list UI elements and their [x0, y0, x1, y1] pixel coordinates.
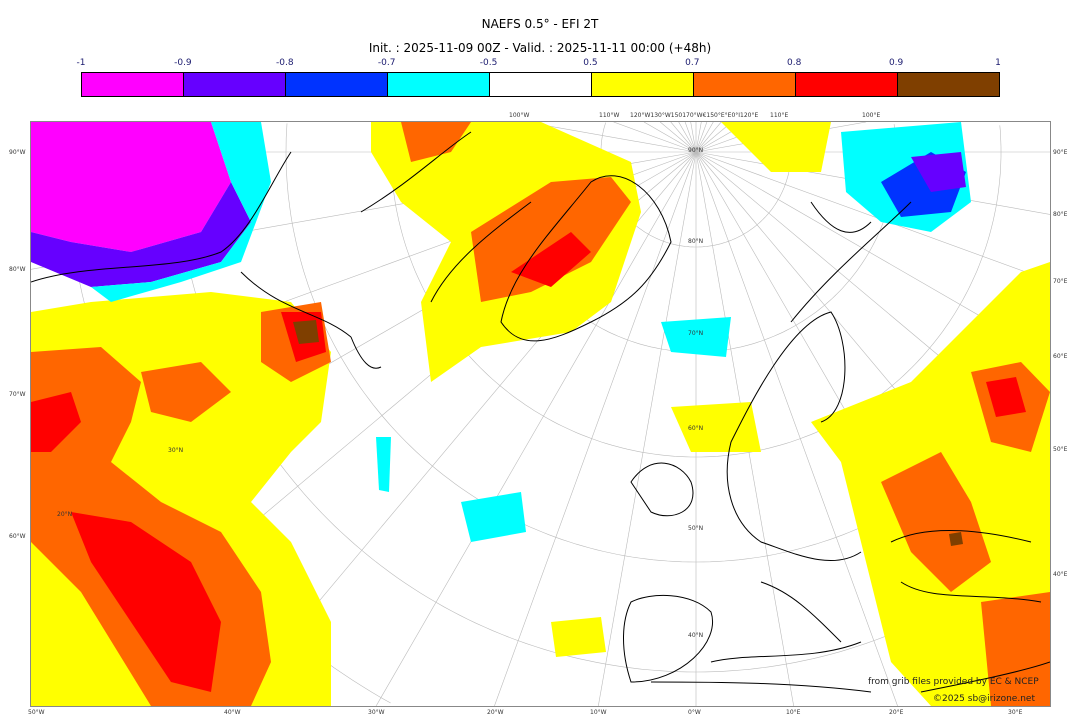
- graticule-label: 80°E: [1053, 211, 1068, 218]
- data-source-credit: from grib files provided by EC & NCEP: [868, 677, 1039, 687]
- colorbar-tick-label: -1: [76, 58, 86, 68]
- colorbar-tick-label: 1: [995, 58, 1001, 68]
- meridian-line: [678, 122, 697, 153]
- graticule-label: 100°W: [509, 112, 530, 119]
- colorbar-tick-label: 0.9: [888, 58, 904, 68]
- parallel-line: [285, 123, 697, 563]
- graticule-label: 0°W: [688, 709, 701, 716]
- graticule-label: 110°W: [599, 112, 620, 119]
- graticule-label: 10°E: [786, 709, 801, 716]
- colorbar-segment: [592, 73, 694, 96]
- graticule-label: 20°W: [487, 709, 504, 716]
- map-subtitle: Init. : 2025-11-09 00Z - Valid. : 2025-1…: [368, 41, 712, 55]
- meridian-line: [670, 122, 697, 153]
- colorbar-segment: [898, 73, 999, 96]
- meridian-line: [690, 122, 697, 153]
- graticule-label: 70°W: [9, 391, 26, 398]
- colorbar-segment: [796, 73, 898, 96]
- graticule-label: 30°W: [368, 709, 385, 716]
- graticule-label: 90°E: [1053, 149, 1068, 156]
- graticule-label: 60°W: [9, 533, 26, 540]
- colorbar-tick-label: -0.7: [377, 58, 396, 68]
- colorbar-tick-label: -0.8: [275, 58, 294, 68]
- colorbar-segment: [286, 73, 388, 96]
- colorbar-tick-label: 0.5: [583, 58, 598, 68]
- graticule-label: 40°E: [1053, 571, 1068, 578]
- graticule-label: 40°N: [688, 632, 704, 639]
- graticule-label: 110°E: [770, 112, 789, 119]
- colorbar-segment: [82, 73, 184, 96]
- meridian-line: [695, 151, 898, 706]
- colorbar-segment: [184, 73, 286, 96]
- graticule-label: 20°N: [57, 511, 73, 518]
- meridian-line: [613, 122, 697, 153]
- graticule-label: 80°W: [9, 266, 26, 273]
- meridian-line: [695, 122, 722, 153]
- graticule-label: 30°E: [1008, 709, 1023, 716]
- graticule-label: 90°W: [9, 149, 26, 156]
- graticule-label: 120°W130°W150170°W€150°E°E0°I120°E: [630, 112, 759, 119]
- map-panel[interactable]: [30, 121, 1051, 707]
- graticule-label: 40°W: [224, 709, 241, 716]
- parallel-line: [390, 125, 696, 458]
- meridian-line: [643, 122, 697, 153]
- map-title: NAEFS 0.5° - EFI 2T: [481, 17, 599, 31]
- colorbar: [81, 72, 1000, 97]
- graticule-label: 70°N: [688, 330, 704, 337]
- colorbar-segment: [388, 73, 490, 96]
- meridian-line: [684, 122, 697, 153]
- graticule-label: 20°E: [889, 709, 904, 716]
- graticule-label: 60°N: [688, 425, 704, 432]
- graticule-label: 50°E: [1053, 446, 1068, 453]
- colorbar-segment: [490, 73, 592, 96]
- parallel-line: [696, 125, 1002, 458]
- efi-shading: [31, 122, 1050, 706]
- meridian-line: [695, 122, 732, 153]
- graticule-label: 50°N: [688, 525, 704, 532]
- colorbar-tick-label: -0.5: [479, 58, 498, 68]
- colorbar-tick-label: -0.9: [174, 58, 192, 68]
- meridian-line: [695, 151, 1050, 282]
- meridian-line: [375, 151, 697, 706]
- meridian-line: [494, 151, 697, 706]
- colorbar-tick-label: 0.8: [787, 58, 802, 68]
- colorbar-segment: [694, 73, 796, 96]
- graticule-label: 80°N: [688, 238, 704, 245]
- graticule-label: 90°N: [688, 147, 704, 154]
- graticule-label: 100°E: [862, 112, 881, 119]
- meridian-line: [695, 122, 702, 153]
- graticule-label: 10°W: [590, 709, 607, 716]
- meridian-line: [598, 151, 697, 706]
- meridian-line: [525, 122, 697, 153]
- graticule-label: 60°E: [1053, 353, 1068, 360]
- meridian-line: [660, 122, 697, 153]
- meridian-line: [695, 122, 714, 153]
- copyright-credit: ©2025 sb@irizone.net: [933, 694, 1035, 704]
- meridian-line: [695, 122, 708, 153]
- colorbar-tick-label: 0.7: [685, 58, 700, 68]
- efi-map: [31, 122, 1050, 706]
- coastlines: [31, 131, 1050, 693]
- graticule-label: 70°E: [1053, 278, 1068, 285]
- graticule-label: 30°N: [168, 447, 184, 454]
- graticule-label: 50°W: [28, 709, 45, 716]
